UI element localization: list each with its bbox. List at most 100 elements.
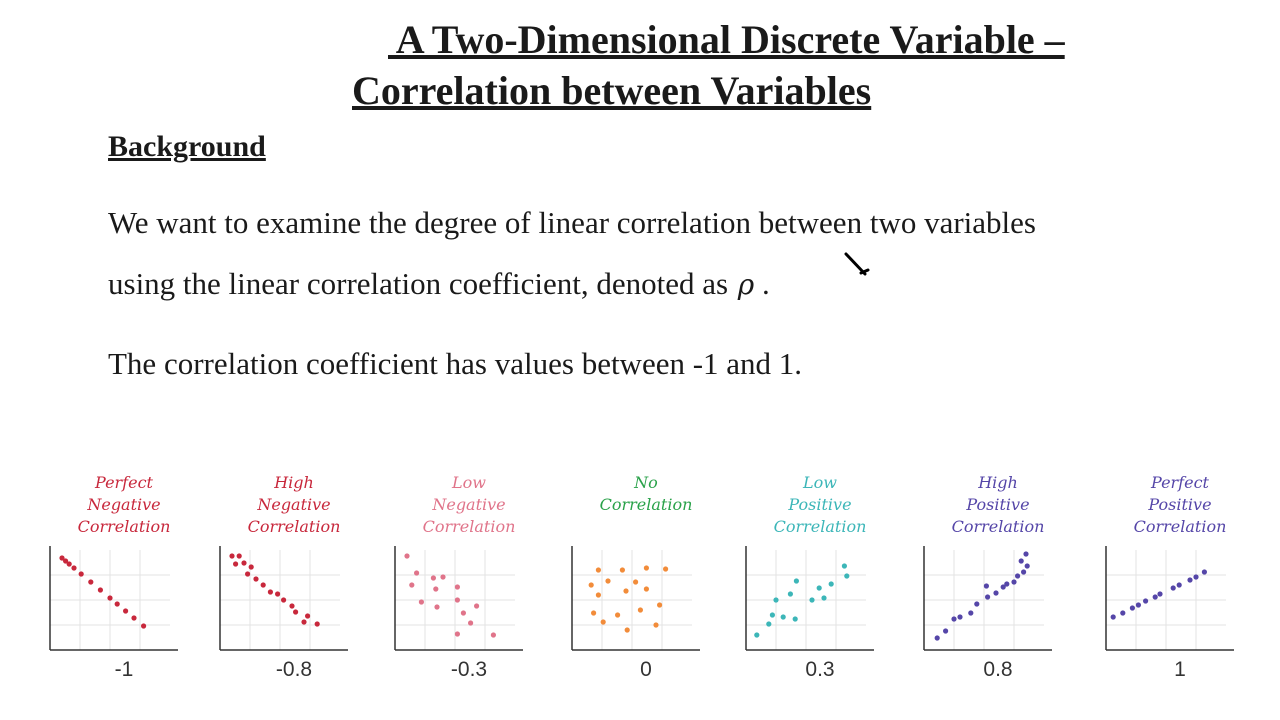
chart-label-line: Positive [788, 495, 852, 514]
data-point [1120, 610, 1126, 616]
data-point [260, 582, 266, 588]
body-line-2-text: using the linear correlation coefficient… [108, 266, 729, 301]
data-point [123, 608, 129, 614]
data-point [468, 620, 474, 626]
slide-title-line-2: Correlation between Variables [352, 68, 872, 113]
scatter-plot [745, 546, 874, 651]
data-point [233, 561, 239, 567]
data-point [1152, 594, 1158, 600]
data-point [63, 558, 69, 564]
chart-label-line: Positive [966, 495, 1030, 514]
data-point [434, 604, 440, 610]
chart-label: High Positive Correlation [912, 472, 1084, 538]
data-point [236, 553, 242, 559]
data-point [1015, 573, 1021, 579]
data-point [267, 589, 273, 595]
data-point [454, 631, 460, 637]
data-point [816, 585, 822, 591]
data-point [780, 614, 786, 620]
chart-label: Low Positive Correlation [734, 472, 906, 538]
chart-label: Low Negative Correlation [383, 472, 555, 538]
data-point [600, 619, 606, 625]
data-point [114, 601, 120, 607]
data-point [430, 575, 436, 581]
chart-label-line: Low [803, 473, 837, 492]
data-point [414, 570, 420, 576]
data-point [951, 616, 957, 622]
data-point [841, 563, 847, 569]
data-point [809, 597, 815, 603]
data-point [1201, 569, 1207, 575]
data-point [490, 632, 496, 638]
data-point [624, 627, 630, 633]
data-point [131, 615, 137, 621]
data-point [59, 555, 65, 561]
data-point [301, 619, 307, 625]
data-point [1110, 614, 1116, 620]
data-point [1170, 585, 1176, 591]
data-point [1157, 591, 1163, 597]
data-point [943, 628, 949, 634]
data-point [454, 597, 460, 603]
data-point [968, 610, 974, 616]
data-point [71, 565, 77, 571]
data-point [66, 561, 72, 567]
data-point [828, 581, 834, 587]
data-point [314, 621, 320, 627]
data-point [454, 584, 460, 590]
data-point [88, 579, 94, 585]
data-point [1176, 582, 1182, 588]
data-point [281, 597, 287, 603]
data-point [440, 574, 446, 580]
body-line-1: We want to examine the degree of linear … [108, 205, 1036, 240]
data-point [844, 573, 850, 579]
chart-label: Perfect Negative Correlation [38, 472, 210, 538]
data-point [821, 595, 827, 601]
scatter-plot [219, 546, 348, 651]
chart-label-line: Negative [432, 495, 506, 514]
data-point [141, 623, 147, 629]
chart-label-line: Correlation [599, 495, 693, 514]
chart-panel: Low Positive Correlation 0.3 [734, 472, 906, 692]
data-point [1021, 569, 1027, 575]
data-point [663, 566, 669, 572]
chart-label-line: Correlation [77, 517, 171, 536]
correlation-value: -1 [114, 658, 134, 681]
scatter-plot [49, 546, 178, 651]
correlation-value: -0.3 [450, 658, 488, 681]
chart-panel: Perfect Positive Correlation 1 [1094, 472, 1266, 692]
chart-label-line: Positive [1148, 495, 1212, 514]
chart-panel: Perfect Negative Correlation -1 [38, 472, 210, 692]
data-point [993, 590, 999, 596]
data-point [792, 616, 798, 622]
scatter-plot [394, 546, 523, 651]
chart-label-line: Correlation [773, 517, 867, 536]
data-point [787, 591, 793, 597]
data-point [643, 586, 649, 592]
data-point [1187, 577, 1193, 583]
pen-cursor-icon [843, 251, 873, 286]
data-point [1024, 563, 1030, 569]
data-point [97, 587, 103, 593]
data-point [433, 586, 439, 592]
data-point [1000, 584, 1006, 590]
chart-panel: High Positive Correlation 0.8 [912, 472, 1084, 692]
data-point [1143, 598, 1149, 604]
slide-title-line-1: A Two-Dimensional Discrete Variable – [388, 17, 1065, 62]
scatter-plot [571, 546, 700, 651]
chart-label-line: High [274, 473, 314, 492]
correlation-value: 0.3 [805, 658, 835, 681]
data-point [595, 592, 601, 598]
chart-panel: Low Negative Correlation -0.3 [383, 472, 555, 692]
data-point [957, 614, 963, 620]
body-line-3: The correlation coefficient has values b… [108, 346, 803, 381]
data-point [1135, 602, 1141, 608]
data-point [404, 553, 410, 559]
data-point [107, 595, 113, 601]
data-point [769, 612, 775, 618]
correlation-value: 0 [640, 658, 652, 681]
data-point [418, 599, 424, 605]
body-line-2-suffix: . [754, 266, 770, 301]
data-point [595, 567, 601, 573]
chart-label-line: Low [452, 473, 486, 492]
